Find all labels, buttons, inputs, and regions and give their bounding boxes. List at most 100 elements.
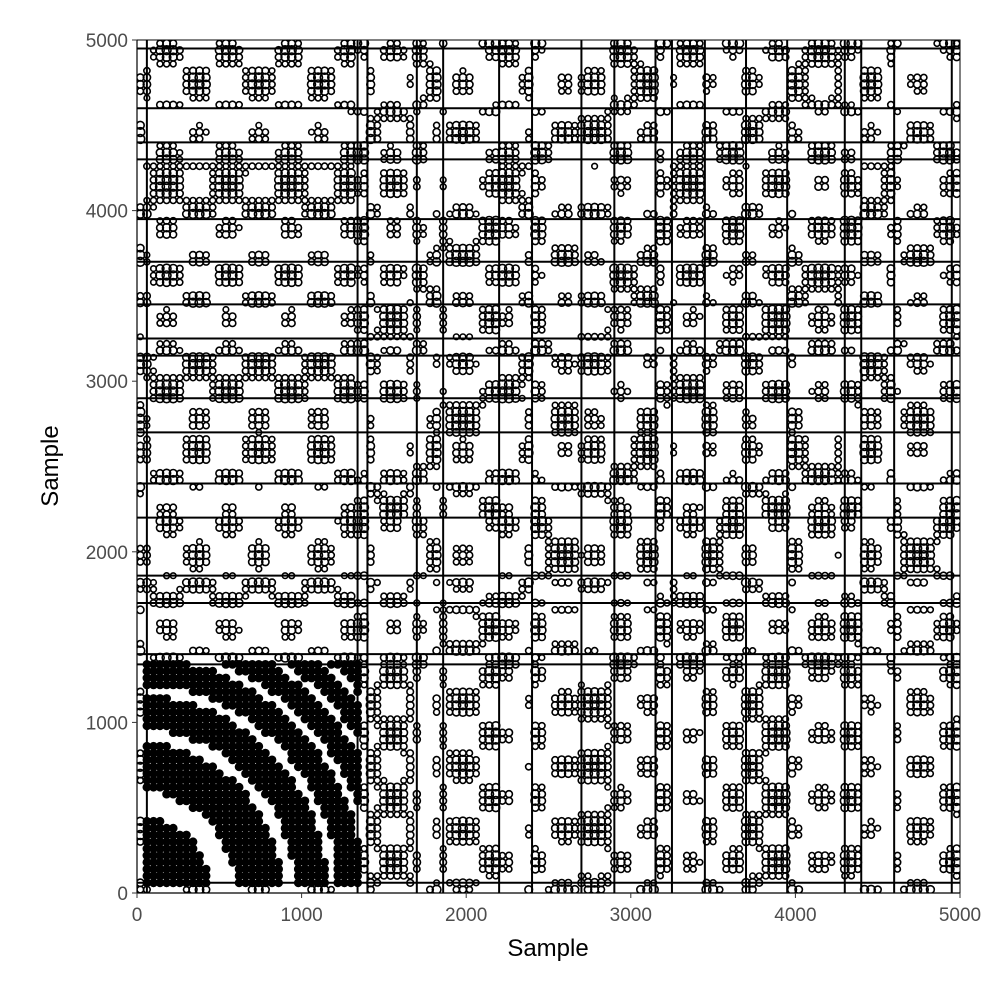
recurrence-point bbox=[293, 680, 303, 690]
recurrence-point bbox=[326, 673, 336, 683]
recurrence-point bbox=[154, 174, 166, 186]
recurrence-point bbox=[247, 735, 257, 744]
recurrence-point bbox=[247, 79, 258, 90]
recurrence-point bbox=[254, 741, 264, 751]
recurrence-point bbox=[194, 72, 205, 83]
recurrence-point bbox=[253, 557, 264, 567]
recurrence-point bbox=[220, 263, 232, 274]
recurrence-point bbox=[228, 339, 237, 348]
recurrence-point bbox=[301, 182, 309, 191]
recurrence-point bbox=[333, 680, 343, 690]
recurrence-point bbox=[346, 810, 356, 819]
recurrence-point bbox=[187, 358, 199, 370]
recurrence-point bbox=[187, 79, 199, 90]
recurrence-point bbox=[168, 174, 179, 186]
recurrence-point bbox=[300, 687, 310, 697]
recurrence-point bbox=[247, 352, 258, 363]
recurrence-point bbox=[228, 776, 237, 785]
recurrence-point bbox=[155, 468, 165, 478]
recurrence-point bbox=[214, 174, 225, 185]
recurrence-point bbox=[254, 694, 264, 703]
recurrence-point bbox=[234, 45, 244, 55]
recurrence-point bbox=[306, 79, 317, 90]
recurrence-point bbox=[161, 188, 172, 199]
recurrence-point bbox=[169, 340, 177, 348]
recurrence-point bbox=[222, 305, 230, 314]
recurrence-point bbox=[312, 358, 324, 370]
recurrence-point bbox=[313, 830, 323, 840]
recurrence-point bbox=[280, 714, 290, 724]
recurrence-point bbox=[235, 148, 244, 157]
recurrence-point bbox=[214, 264, 224, 274]
recurrence-point bbox=[247, 544, 257, 553]
recurrence-point bbox=[228, 40, 237, 48]
recurrence-point bbox=[161, 44, 172, 56]
recurrence-point bbox=[300, 735, 310, 744]
recurrence-point bbox=[326, 769, 336, 778]
recurrence-point bbox=[242, 169, 250, 177]
recurrence-point bbox=[234, 181, 244, 192]
recurrence-point bbox=[202, 66, 211, 75]
recurrence-point bbox=[253, 447, 264, 459]
recurrence-point bbox=[154, 386, 166, 397]
recurrence-point bbox=[320, 666, 329, 676]
recurrence-point bbox=[137, 243, 145, 253]
recurrence-point bbox=[247, 447, 258, 458]
recurrence-point bbox=[268, 67, 276, 75]
recurrence-point bbox=[312, 447, 324, 459]
recurrence-point bbox=[267, 755, 277, 765]
recurrence-point bbox=[274, 666, 283, 676]
recurrence-point bbox=[279, 44, 291, 56]
recurrence-point bbox=[161, 386, 172, 397]
recurrence-point bbox=[227, 44, 238, 56]
recurrence-point bbox=[155, 263, 165, 274]
recurrence-point bbox=[255, 196, 263, 205]
recurrence-point bbox=[286, 263, 297, 274]
recurrence-point bbox=[312, 352, 324, 363]
recurrence-point bbox=[137, 406, 146, 418]
recurrence-point bbox=[307, 810, 316, 819]
recurrence-point bbox=[149, 353, 158, 361]
recurrence-point bbox=[220, 270, 232, 281]
recurrence-point bbox=[268, 435, 276, 443]
recurrence-point bbox=[313, 557, 323, 567]
recurrence-point bbox=[253, 549, 264, 561]
recurrence-point bbox=[137, 352, 146, 363]
recurrence-point bbox=[260, 352, 271, 363]
recurrence-point bbox=[280, 263, 291, 274]
recurrence-point bbox=[194, 297, 205, 308]
recurrence-point bbox=[294, 346, 303, 355]
recurrence-point bbox=[187, 447, 199, 459]
recurrence-point bbox=[137, 120, 145, 130]
recurrence-point bbox=[346, 741, 356, 751]
recurrence-point bbox=[280, 468, 290, 478]
recurrence-point bbox=[168, 270, 179, 281]
recurrence-point bbox=[208, 666, 218, 676]
recurrence-point bbox=[261, 250, 270, 260]
recurrence-point bbox=[228, 721, 237, 731]
recurrence-point bbox=[137, 639, 145, 648]
recurrence-point bbox=[161, 277, 172, 288]
recurrence-point bbox=[255, 537, 263, 546]
recurrence-point bbox=[274, 264, 283, 273]
recurrence-point bbox=[194, 447, 205, 459]
recurrence-point bbox=[181, 352, 191, 362]
recurrence-point bbox=[202, 251, 210, 259]
recurrence-point bbox=[306, 358, 317, 370]
recurrence-point bbox=[137, 359, 146, 370]
recurrence-point bbox=[260, 297, 271, 308]
recurrence-point bbox=[294, 619, 303, 628]
recurrence-point bbox=[220, 44, 232, 56]
recurrence-point bbox=[287, 721, 297, 731]
recurrence-point bbox=[181, 748, 191, 758]
recurrence-point bbox=[195, 537, 204, 546]
recurrence-point bbox=[168, 619, 178, 628]
recurrence-point bbox=[307, 741, 316, 751]
recurrence-point bbox=[181, 577, 191, 587]
recurrence-point bbox=[254, 810, 264, 819]
recurrence-point bbox=[253, 352, 264, 363]
recurrence-point bbox=[227, 181, 238, 192]
recurrence-point bbox=[260, 544, 270, 553]
recurrence-point bbox=[279, 181, 291, 192]
recurrence-point bbox=[149, 367, 158, 375]
